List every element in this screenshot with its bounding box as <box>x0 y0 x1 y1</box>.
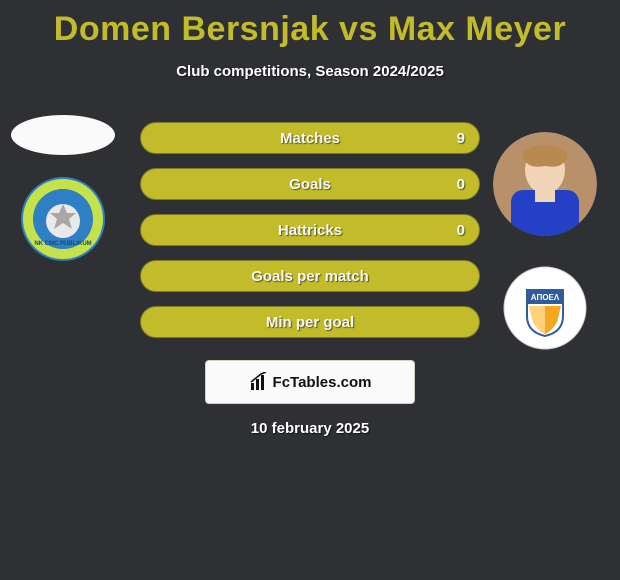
right-club-badge: ΑΠΟΕΛ <box>503 266 587 350</box>
stat-bar-goals: Goals 0 <box>140 168 480 200</box>
avatar-icon <box>493 132 597 236</box>
stat-bar-goals-per-match: Goals per match <box>140 260 480 292</box>
stat-value-right: 9 <box>457 130 465 147</box>
subtitle: Club competitions, Season 2024/2025 <box>0 63 620 80</box>
stats-list: Matches 9 Goals 0 Hattricks 0 Goals per … <box>140 122 480 338</box>
stat-bar-hattricks: Hattricks 0 <box>140 214 480 246</box>
brand-badge[interactable]: FcTables.com <box>205 360 415 404</box>
right-player-avatar <box>493 132 597 236</box>
left-player-column: NK CMC PUBLIKUM <box>8 115 118 261</box>
chart-icon <box>249 372 269 392</box>
left-club-badge: NK CMC PUBLIKUM <box>21 177 105 261</box>
stat-bar-matches: Matches 9 <box>140 122 480 154</box>
left-player-avatar <box>11 115 115 155</box>
svg-text:NK CMC PUBLIKUM: NK CMC PUBLIKUM <box>34 241 91 247</box>
stat-label: Matches <box>280 130 340 147</box>
page-title: Domen Bersnjak vs Max Meyer <box>0 0 620 49</box>
club-badge-icon: ΑΠΟΕΛ <box>503 266 587 350</box>
stat-bar-min-per-goal: Min per goal <box>140 306 480 338</box>
stat-label: Goals per match <box>251 268 369 285</box>
date-text: 10 february 2025 <box>0 420 620 437</box>
stat-label: Goals <box>289 176 331 193</box>
stat-label: Min per goal <box>266 314 354 331</box>
stat-label: Hattricks <box>278 222 342 239</box>
svg-text:ΑΠΟΕΛ: ΑΠΟΕΛ <box>531 293 560 302</box>
stat-value-right: 0 <box>457 176 465 193</box>
club-badge-icon: NK CMC PUBLIKUM <box>21 177 105 261</box>
brand-text: FcTables.com <box>273 374 372 391</box>
stat-value-right: 0 <box>457 222 465 239</box>
right-player-column: ΑΠΟΕΛ <box>490 132 600 350</box>
